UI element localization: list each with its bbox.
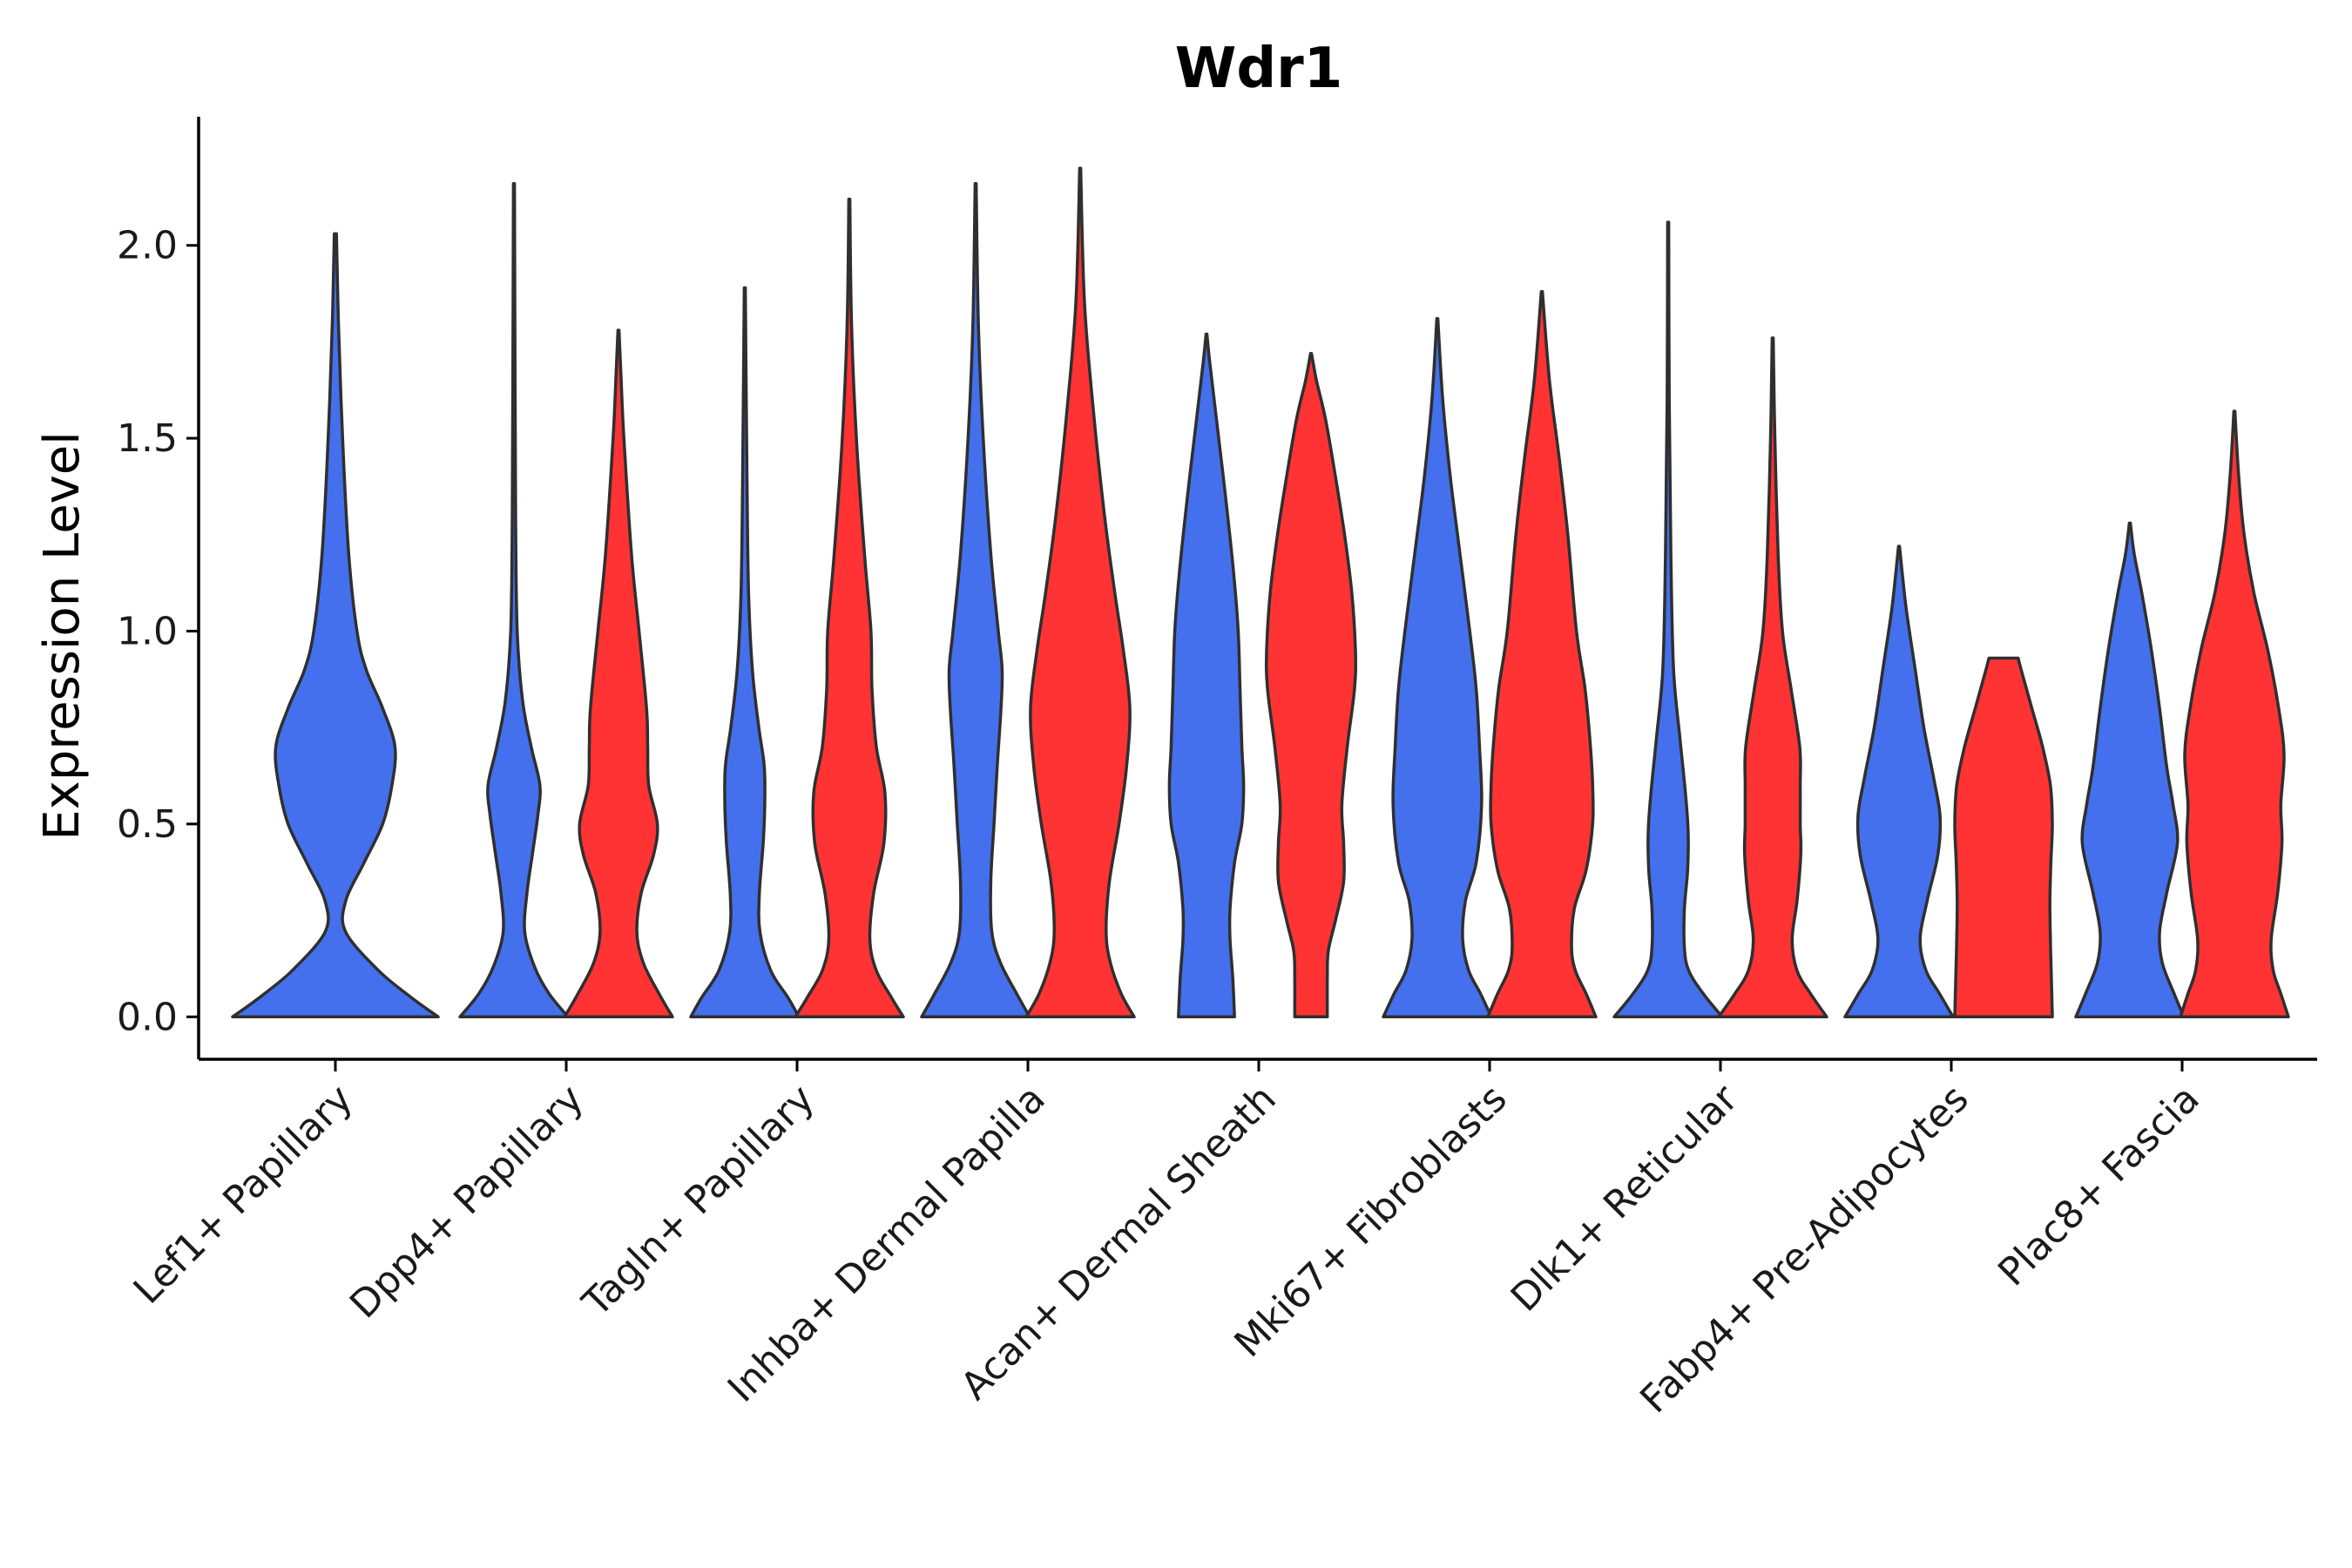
y-tick-label: 2.0 [117, 224, 178, 268]
violin-mki67-fibroblasts-group-1 [1382, 317, 1493, 1019]
violin-dpp4-papillary-group-2 [563, 328, 674, 1019]
x-tick-label: Tagln+ Papillary [574, 1077, 823, 1326]
violin-lef1-papillary-group-1 [231, 232, 440, 1019]
y-axis: 0.0 0.5 1.0 1.5 2.0 [117, 117, 200, 1059]
violin-dpp4-papillary-group-1 [458, 182, 570, 1019]
violin-tagln-papillary-group-2 [794, 197, 905, 1019]
x-tick-label: Dlk1+ Reticular [1503, 1076, 1747, 1321]
y-tick-label: 1.0 [117, 609, 178, 653]
violins-layer [231, 166, 2290, 1019]
y-tick-label: 1.5 [117, 416, 178, 461]
violin-fabp4-pre-adipocytes-group-2 [1953, 656, 2054, 1019]
violin-plac8-fascia-group-1 [2074, 521, 2186, 1019]
violin-mki67-fibroblasts-group-2 [1486, 290, 1598, 1019]
y-tick-label: 0.5 [117, 802, 178, 847]
violin-acan-dermal-sheath-group-1 [1167, 332, 1246, 1019]
violin-dlk1-reticular-group-1 [1612, 220, 1724, 1019]
x-tick-label: Lef1+ Papillary [125, 1077, 362, 1313]
violin-acan-dermal-sheath-group-2 [1264, 351, 1358, 1019]
y-tick-label: 0.0 [117, 995, 178, 1039]
violin-dlk1-reticular-group-2 [1717, 336, 1828, 1019]
x-tick-label: Plac8+ Fascia [1990, 1077, 2208, 1295]
y-axis-title: Expression Level [34, 431, 91, 841]
violin-inhba-dermal-papilla-group-1 [920, 182, 1031, 1019]
chart-title: Wdr1 [1175, 37, 1343, 101]
violin-tagln-papillary-group-1 [689, 286, 801, 1019]
violin-inhba-dermal-papilla-group-2 [1024, 166, 1136, 1019]
violin-fabp4-pre-adipocytes-group-1 [1843, 544, 1955, 1019]
violin-plac8-fascia-group-2 [2179, 409, 2290, 1019]
x-tick-label: Dpp4+ Papillary [341, 1077, 592, 1328]
